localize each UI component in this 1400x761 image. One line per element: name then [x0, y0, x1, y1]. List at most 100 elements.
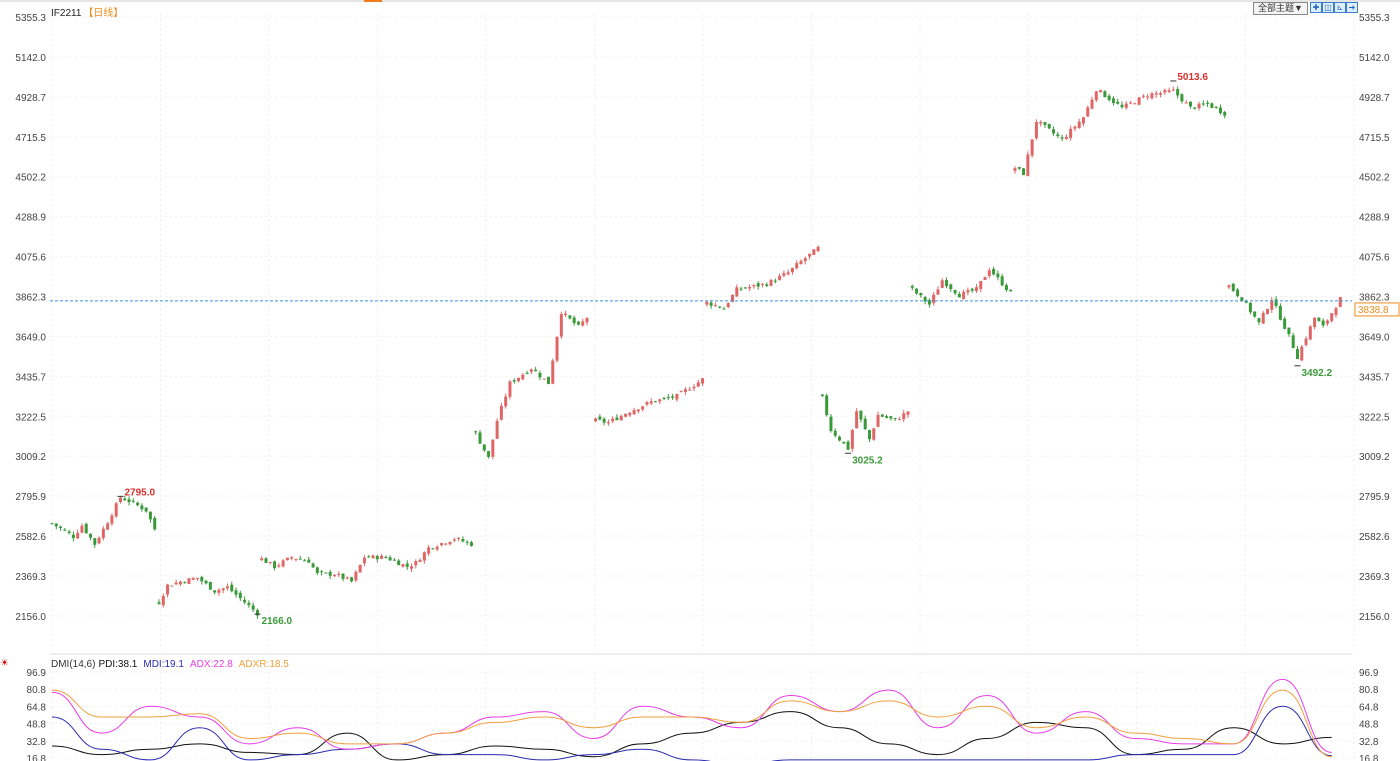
candle-body	[1077, 121, 1081, 129]
crosshair-icon[interactable]: ✚	[1310, 2, 1322, 13]
y-tick-right: 2582.6	[1359, 532, 1390, 543]
candle-body	[161, 595, 165, 606]
candle-body	[285, 557, 289, 561]
candle-body	[803, 258, 807, 262]
candle-body	[1026, 154, 1030, 176]
candle-body	[204, 580, 208, 584]
last-price-box	[1354, 302, 1400, 317]
candle-body	[662, 397, 666, 399]
indicator-settings-icon[interactable]: ☀	[0, 658, 9, 669]
candle-body	[230, 584, 234, 592]
candle-body	[1056, 134, 1060, 136]
candle-body	[1287, 327, 1291, 335]
candle-body	[1086, 107, 1090, 117]
candle-body	[1257, 318, 1261, 323]
dmi-y-tick-left: 48.8	[27, 720, 47, 731]
y-tick-right: 2156.0	[1359, 612, 1390, 623]
candle-body	[97, 537, 101, 544]
y-tick-left: 3009.2	[15, 452, 46, 463]
candle-body	[1304, 338, 1308, 346]
candle-body	[1150, 93, 1154, 99]
dmi-y-tick-right: 80.8	[1359, 685, 1379, 696]
y-tick-left: 2156.0	[15, 612, 46, 623]
candle-body	[683, 389, 687, 392]
candle-body	[1338, 297, 1342, 307]
y-tick-right: 3862.3	[1359, 293, 1390, 304]
candle-body	[1043, 122, 1047, 125]
candle-body	[615, 417, 619, 421]
candle-body	[713, 305, 717, 307]
legend-adxr: ADXR:18.5	[238, 659, 289, 670]
candle-body	[1133, 103, 1137, 105]
candle-body	[1317, 317, 1321, 322]
y-tick-right: 4288.9	[1359, 213, 1390, 224]
candle-body	[885, 416, 889, 418]
candle-body	[1193, 107, 1197, 109]
candle-body	[525, 372, 529, 374]
candle-body	[1030, 139, 1034, 156]
dmi-y-tick-right: 16.8	[1359, 754, 1379, 761]
candle-body	[602, 418, 606, 423]
candle-body	[452, 539, 456, 541]
candle-body	[1081, 117, 1085, 124]
candle-body	[1214, 106, 1218, 108]
candle-body	[1009, 290, 1013, 292]
candle-body	[897, 419, 901, 421]
candle-body	[414, 561, 418, 566]
candle-body	[170, 585, 174, 587]
candle-body	[974, 287, 978, 291]
candle-body	[1124, 103, 1128, 108]
candle-body	[290, 557, 294, 559]
dmi-y-tick-left: 64.8	[27, 702, 47, 713]
extreme-label: 3025.2	[852, 455, 883, 466]
candle-body	[756, 283, 760, 287]
candle-body	[196, 577, 200, 579]
candle-body	[1300, 346, 1304, 361]
candle-body	[1206, 102, 1210, 104]
candle-body	[59, 526, 63, 529]
candle-body	[469, 542, 473, 546]
candle-body	[1064, 136, 1068, 140]
candle-body	[876, 414, 880, 427]
candle-body	[829, 416, 833, 431]
split-icon[interactable]: ◫	[1322, 2, 1334, 13]
candle-body	[465, 541, 469, 543]
zoom-in-icon[interactable]: ⊾	[1334, 2, 1346, 13]
candle-body	[534, 369, 538, 372]
candle-body	[1111, 98, 1115, 104]
dmi-y-tick-right: 32.8	[1359, 737, 1379, 748]
candle-body	[187, 578, 191, 585]
candle-body	[131, 500, 135, 502]
extreme-label: 2795.0	[124, 487, 155, 498]
symbol-title: IF2211 【日线】	[51, 4, 123, 19]
candle-body	[842, 441, 846, 444]
dmi-y-tick-left: 96.9	[27, 668, 47, 679]
candle-body	[439, 543, 443, 546]
candle-body	[709, 302, 713, 306]
candle-body	[1274, 299, 1278, 306]
candle-body	[371, 555, 375, 559]
candle-body	[598, 416, 602, 420]
theme-dropdown[interactable]: 全部主题▼	[1253, 2, 1308, 15]
y-tick-right: 4928.7	[1359, 93, 1390, 104]
candle-body	[940, 280, 944, 288]
candle-body	[307, 559, 311, 563]
candle-body	[67, 531, 71, 534]
candle-body	[795, 263, 799, 269]
candle-body	[80, 525, 84, 533]
candle-body	[1197, 103, 1201, 109]
candle-body	[726, 303, 730, 308]
candle-body	[268, 561, 272, 563]
y-tick-left: 3222.5	[15, 412, 46, 423]
candle-body	[76, 532, 80, 539]
y-tick-right: 3649.0	[1359, 332, 1390, 343]
candle-body	[418, 560, 422, 562]
candle-body	[410, 566, 414, 569]
active-tab-indicator[interactable]	[364, 0, 382, 2]
candle-body	[504, 396, 508, 407]
candle-body	[255, 610, 259, 616]
zoom-fit-icon[interactable]: ➔	[1346, 2, 1358, 13]
candle-body	[294, 558, 298, 560]
period-label[interactable]: 【日线】	[83, 8, 124, 19]
